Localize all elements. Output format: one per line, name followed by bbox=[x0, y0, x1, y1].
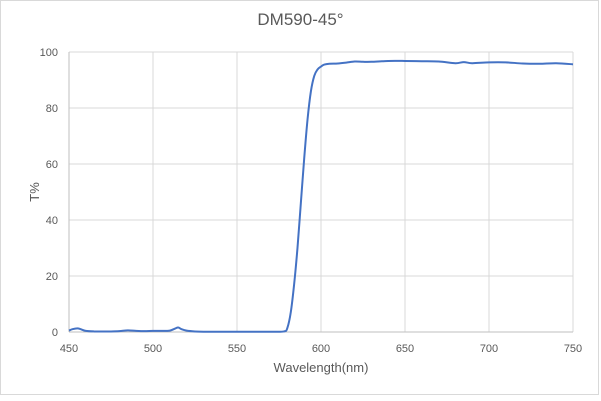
y-tick: 20 bbox=[46, 271, 58, 283]
gridlines bbox=[68, 51, 574, 333]
x-tick: 550 bbox=[228, 343, 246, 355]
x-axis-label: Wavelength(nm) bbox=[274, 360, 369, 375]
y-axis-label: T% bbox=[27, 182, 42, 202]
y-tick: 100 bbox=[40, 47, 58, 59]
y-tick: 80 bbox=[46, 103, 58, 115]
x-tick-labels: 450 500 550 600 650 700 750 bbox=[60, 343, 582, 355]
y-tick: 40 bbox=[46, 215, 58, 227]
y-tick: 0 bbox=[52, 327, 58, 339]
axes bbox=[68, 52, 573, 333]
x-tick: 600 bbox=[312, 343, 330, 355]
x-tick: 500 bbox=[144, 343, 162, 355]
x-tick: 750 bbox=[564, 343, 582, 355]
y-tick-labels: 0 20 40 60 80 100 bbox=[40, 47, 58, 339]
chart-title: DM590-45° bbox=[257, 10, 344, 29]
x-tick: 700 bbox=[480, 343, 498, 355]
x-tick: 650 bbox=[396, 343, 414, 355]
transmission-curve bbox=[68, 59, 574, 333]
y-tick: 60 bbox=[46, 159, 58, 171]
x-tick: 450 bbox=[60, 343, 78, 355]
